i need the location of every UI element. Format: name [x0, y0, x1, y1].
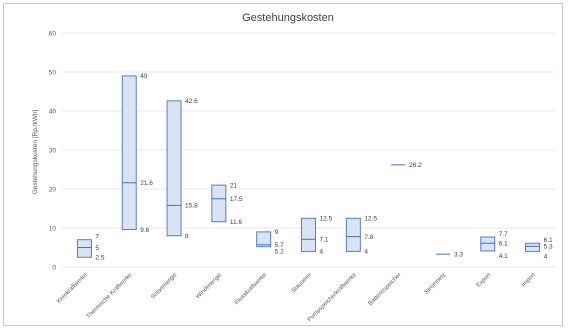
category-label: Windenergie	[195, 272, 224, 301]
range-bars	[76, 75, 541, 258]
data-label: 5.3	[544, 244, 553, 251]
data-label: 7.1	[320, 237, 329, 244]
data-label: 21.6	[140, 180, 153, 187]
data-label: 15.8	[185, 203, 198, 210]
category-label: Batteriespeicher	[368, 272, 403, 307]
range-bar	[76, 239, 92, 258]
y-tick-labels: 0 10 20 30 40 50 60	[49, 30, 57, 271]
data-label: 7.7	[499, 231, 508, 238]
data-label: 5.2	[275, 249, 284, 256]
data-label: 2.5	[95, 255, 104, 262]
category-label: Stromnetz	[424, 272, 448, 296]
y-tick-label: 40	[49, 108, 57, 115]
category-label: Pumpspeicherkraftwerke	[307, 272, 358, 323]
data-label: 5	[95, 245, 99, 252]
range-bar	[301, 217, 316, 252]
range-bar	[211, 184, 227, 223]
data-label: 8	[185, 233, 189, 240]
y-tick-label: 10	[49, 225, 57, 232]
category-label: Thermische Kraftwerke	[86, 272, 134, 320]
data-label: 7	[95, 234, 99, 241]
category-label: Stauseen	[291, 272, 313, 294]
data-labels: 7 5 2.5 49 21.6 9.6 42.6 15.8 8 21 17.5 11.6 9 5.75.2…	[95, 73, 553, 261]
data-label: 42.6	[185, 98, 198, 105]
data-label: 9	[275, 229, 279, 236]
range-bar	[256, 231, 272, 248]
data-label: 6.1	[499, 241, 508, 248]
data-label: 26.2	[409, 162, 422, 169]
y-axis-label: Gestehungskosten [Rp./kWh]	[32, 110, 39, 195]
chart-title: Gestehungskosten	[242, 12, 334, 24]
data-label: 49	[140, 73, 148, 80]
y-tick-label: 50	[49, 69, 57, 76]
data-label: 21	[230, 182, 238, 189]
chart-frame	[3, 3, 563, 326]
category-label: Import	[521, 272, 538, 289]
data-label: 7.8	[364, 234, 373, 241]
gridlines	[62, 32, 555, 268]
data-label: 3.3	[454, 251, 463, 258]
range-bar	[345, 217, 361, 252]
y-tick-label: 30	[49, 147, 57, 154]
data-label: 17.5	[230, 196, 243, 203]
data-label: 6.1	[544, 237, 553, 244]
y-tick-label: 60	[49, 30, 57, 37]
data-label: 4	[544, 253, 548, 260]
data-label: 4.1	[499, 253, 508, 260]
data-label: 12.5	[364, 216, 377, 223]
data-label: 9.6	[140, 227, 149, 234]
data-label: 5.7	[275, 242, 284, 249]
category-label: Solarenergie	[150, 272, 179, 301]
range-bar	[121, 75, 137, 231]
range-bar	[480, 236, 496, 252]
y-tick-label: 0	[52, 264, 56, 271]
data-label: 4	[364, 249, 368, 256]
range-bar	[525, 242, 541, 252]
y-tick-label: 20	[49, 186, 57, 193]
category-label: Export	[476, 272, 493, 289]
category-label: Kernkraftwerke	[56, 272, 89, 305]
data-label: 12.5	[320, 216, 333, 223]
range-bar	[166, 100, 182, 237]
data-label: 4	[320, 249, 324, 256]
category-label: Flusskraftwerke	[234, 272, 268, 306]
data-label: 11.6	[230, 219, 243, 226]
